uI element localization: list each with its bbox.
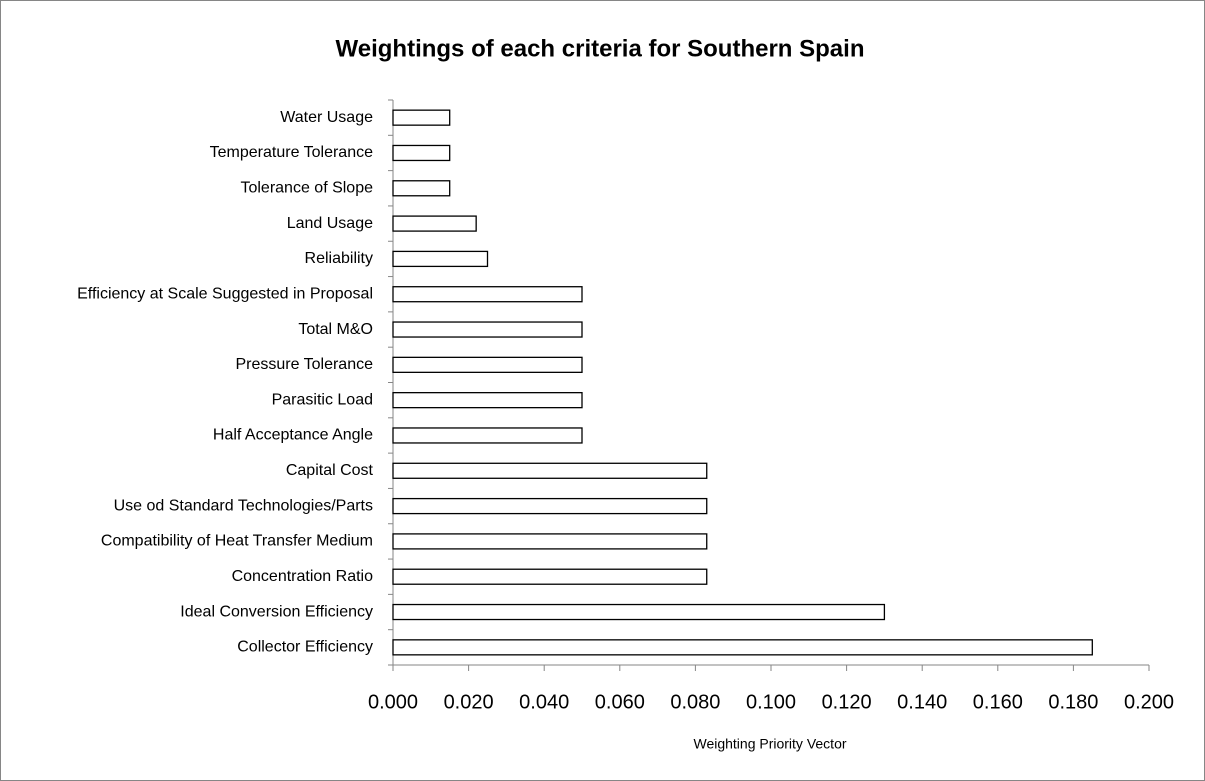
bar <box>392 144 451 162</box>
x-tick-label: 0.200 <box>1124 691 1174 713</box>
x-axis-label: Weighting Priority Vector <box>693 736 846 752</box>
x-tick-label: 0.040 <box>519 691 569 713</box>
y-tick-label: Concentration Ratio <box>232 568 374 585</box>
y-tick-label: Half Acceptance Angle <box>213 427 373 444</box>
bar <box>392 392 583 409</box>
y-tick-label: Efficiency at Scale Suggested in Proposa… <box>77 285 373 302</box>
x-tick-label: 0.080 <box>670 691 720 713</box>
bar <box>392 533 708 550</box>
x-tick-label: 0.020 <box>444 691 494 713</box>
bar <box>392 568 708 585</box>
bar <box>392 321 583 338</box>
y-tick-label: Parasitic Load <box>272 391 373 408</box>
y-tick-label: Collector Efficiency <box>237 639 373 656</box>
bar <box>392 109 451 126</box>
y-tick-label: Pressure Tolerance <box>235 356 373 373</box>
x-tick-label: 0.140 <box>897 691 947 713</box>
bar <box>392 462 708 479</box>
y-tick-label: Total M&O <box>298 321 373 338</box>
y-tick-label: Water Usage <box>280 109 373 126</box>
bar <box>392 497 708 515</box>
y-tick-label: Use od Standard Technologies/Parts <box>114 497 373 514</box>
x-tick-label: 0.160 <box>973 691 1023 713</box>
y-tick-label: Ideal Conversion Efficiency <box>180 603 373 620</box>
y-tick-label: Tolerance of Slope <box>240 180 373 197</box>
x-tick-label: 0.000 <box>368 691 418 713</box>
x-tick-label: 0.060 <box>595 691 645 713</box>
bar <box>392 180 451 197</box>
y-tick-label: Reliability <box>305 250 373 267</box>
y-tick-label: Compatibility of Heat Transfer Medium <box>101 533 373 550</box>
bar <box>392 639 1093 656</box>
bar <box>392 250 489 268</box>
y-tick-label: Temperature Tolerance <box>210 144 373 161</box>
chart-title: Weightings of each criteria for Southern… <box>336 35 865 62</box>
bar <box>392 603 886 621</box>
bar <box>392 356 583 373</box>
bar <box>392 215 477 232</box>
bar <box>392 427 583 444</box>
x-tick-label: 0.120 <box>822 691 872 713</box>
x-tick-label: 0.180 <box>1048 691 1098 713</box>
bar <box>392 286 583 303</box>
y-tick-label: Capital Cost <box>286 462 374 479</box>
y-tick-label: Land Usage <box>287 215 373 232</box>
x-tick-label: 0.100 <box>746 691 796 713</box>
